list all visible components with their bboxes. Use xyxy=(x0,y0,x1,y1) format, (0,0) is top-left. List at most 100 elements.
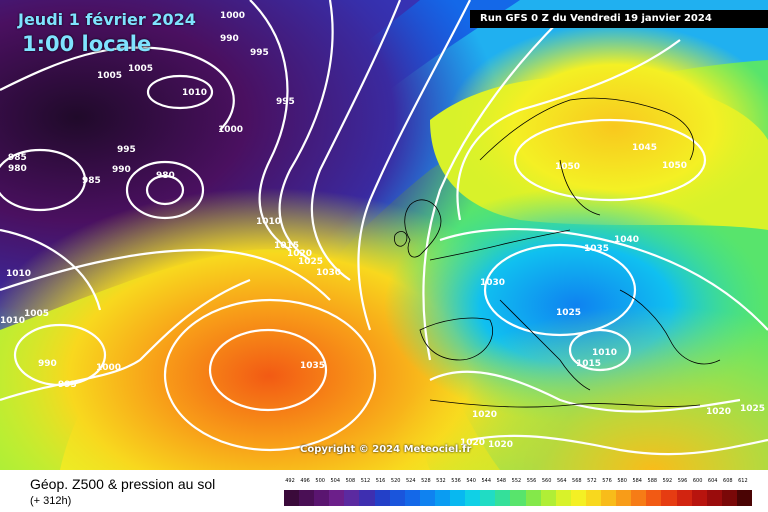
isobar-label: 1035 xyxy=(300,361,325,371)
legend-swatch xyxy=(314,490,330,506)
lead-time: (+ 312h) xyxy=(30,495,72,507)
isobar-label: 1050 xyxy=(555,162,580,172)
isobar-label: 1015 xyxy=(274,241,299,251)
legend-swatch xyxy=(706,490,722,506)
isobar-label: 1020 xyxy=(488,440,513,450)
legend-tick-label: 492 xyxy=(285,478,295,484)
legend-tick-label: 544 xyxy=(481,478,492,484)
legend-swatch xyxy=(631,490,647,506)
legend-swatch xyxy=(495,490,511,506)
legend-tick-label: 564 xyxy=(556,478,567,484)
run-banner: Run GFS 0 Z du Vendredi 19 janvier 2024 xyxy=(470,10,768,28)
isobar-label: 985 xyxy=(8,153,27,163)
product-title: Géop. Z500 & pression au sol xyxy=(30,476,216,492)
legend-tick-label: 536 xyxy=(451,478,461,484)
legend-swatch xyxy=(721,490,737,506)
legend-swatch xyxy=(646,490,662,506)
pressure-labels: 1000 990 995 1005 1010 995 985 980 995 9… xyxy=(0,11,765,450)
legend-tick-label: 516 xyxy=(375,478,386,484)
isobar-label: 1010 xyxy=(0,316,25,326)
legend-tick-label: 552 xyxy=(511,478,522,484)
isobar-label: 1005 xyxy=(97,71,122,81)
field-south xyxy=(0,0,768,470)
isobar-label: 1025 xyxy=(740,404,765,414)
isobar-label: 1040 xyxy=(614,235,639,245)
map-footer: Géop. Z500 & pression au sol (+ 312h) 49… xyxy=(0,470,768,512)
isobar-label: 1020 xyxy=(287,249,312,259)
isobar-label: 1010 xyxy=(6,269,31,279)
legend-tick-label: 612 xyxy=(738,478,748,484)
legend-swatch xyxy=(344,490,360,506)
legend-tick-label: 508 xyxy=(345,478,356,484)
legend-tick-label: 496 xyxy=(300,478,310,484)
legend-swatch xyxy=(404,490,420,506)
legend-swatch xyxy=(434,490,451,506)
forecast-date: Jeudi 1 février 2024 xyxy=(18,10,196,29)
isobar-label: 995 xyxy=(276,97,295,107)
isobar-label: 990 xyxy=(220,34,239,44)
isobar-label: 1025 xyxy=(556,308,581,318)
legend-tick-label: 556 xyxy=(526,478,537,484)
color-scale-legend: 492 496 500 504 508 512 516 520 524 528 532 536 540 5… xyxy=(284,478,752,508)
legend-tick-label: 524 xyxy=(405,478,416,484)
weather-map: 1000 990 995 1005 1010 995 985 980 995 9… xyxy=(0,0,768,470)
isobar-label: 1025 xyxy=(298,257,323,267)
legend-swatch xyxy=(419,490,435,506)
isobar-label: 1015 xyxy=(576,359,601,369)
isobar-label: 1010 xyxy=(256,217,281,227)
legend-tick-label: 572 xyxy=(587,478,597,484)
isobar-label: 1010 xyxy=(592,348,617,358)
coastlines xyxy=(394,97,721,408)
legend-swatch xyxy=(540,490,556,506)
isobar-label: 995 xyxy=(250,48,269,58)
isobar-label: 1030 xyxy=(480,278,505,288)
legend-swatch xyxy=(465,490,481,506)
legend-tick-label: 580 xyxy=(617,478,627,484)
legend-swatch xyxy=(374,490,390,506)
legend-swatch xyxy=(616,490,632,506)
legend-swatch xyxy=(284,490,300,506)
legend-tick-label: 504 xyxy=(330,478,341,484)
isobar-label: 1000 xyxy=(220,11,245,21)
legend-swatch xyxy=(359,490,375,506)
legend-tick-label: 576 xyxy=(602,478,612,484)
legend-swatch xyxy=(661,490,677,506)
isobar-label: 1005 xyxy=(128,64,153,74)
isobar-label: 1005 xyxy=(24,309,49,319)
legend-swatch xyxy=(555,490,571,506)
isobar-label: 985 xyxy=(82,176,101,186)
isobar-label: 1020 xyxy=(706,407,731,417)
legend-tick-label: 520 xyxy=(390,478,401,484)
legend-tick-label: 568 xyxy=(572,478,582,484)
legend-tick-label: 548 xyxy=(496,478,507,484)
legend-swatch xyxy=(585,490,602,506)
legend-swatch xyxy=(329,490,345,506)
legend-tick-label: 584 xyxy=(632,478,642,484)
legend-swatch xyxy=(601,490,617,506)
isobar-label: 1020 xyxy=(472,410,497,420)
isobar-label: 1035 xyxy=(584,244,609,254)
isobar-label: 995 xyxy=(58,380,77,390)
legend-tick-label: 560 xyxy=(541,478,552,484)
legend-tick-label: 532 xyxy=(436,478,446,484)
isobar-label: 980 xyxy=(156,171,175,181)
isobars xyxy=(0,0,768,456)
legend-swatch xyxy=(676,490,692,506)
isobar-label: 990 xyxy=(38,359,57,369)
isobar-label: 990 xyxy=(112,165,131,175)
legend-swatch xyxy=(510,490,526,506)
isobar-label: 1030 xyxy=(316,268,341,278)
legend-tick-label: 588 xyxy=(647,478,658,484)
forecast-time: 1:00 locale xyxy=(22,32,152,56)
map-canvas: 1000 990 995 1005 1010 995 985 980 995 9… xyxy=(0,0,768,470)
legend-swatch xyxy=(570,490,586,506)
legend-swatch xyxy=(525,490,541,506)
isobar-label: 995 xyxy=(117,145,136,155)
legend-tick-label: 512 xyxy=(360,478,371,484)
copyright-text: Copyright © 2024 Meteociel.fr xyxy=(300,444,472,455)
isobar-label: 1020 xyxy=(460,438,485,448)
legend-tick-label: 592 xyxy=(662,478,673,484)
legend-tick-label: 604 xyxy=(707,478,718,484)
legend-swatch xyxy=(480,490,496,506)
isobar-label: 1050 xyxy=(662,161,687,171)
